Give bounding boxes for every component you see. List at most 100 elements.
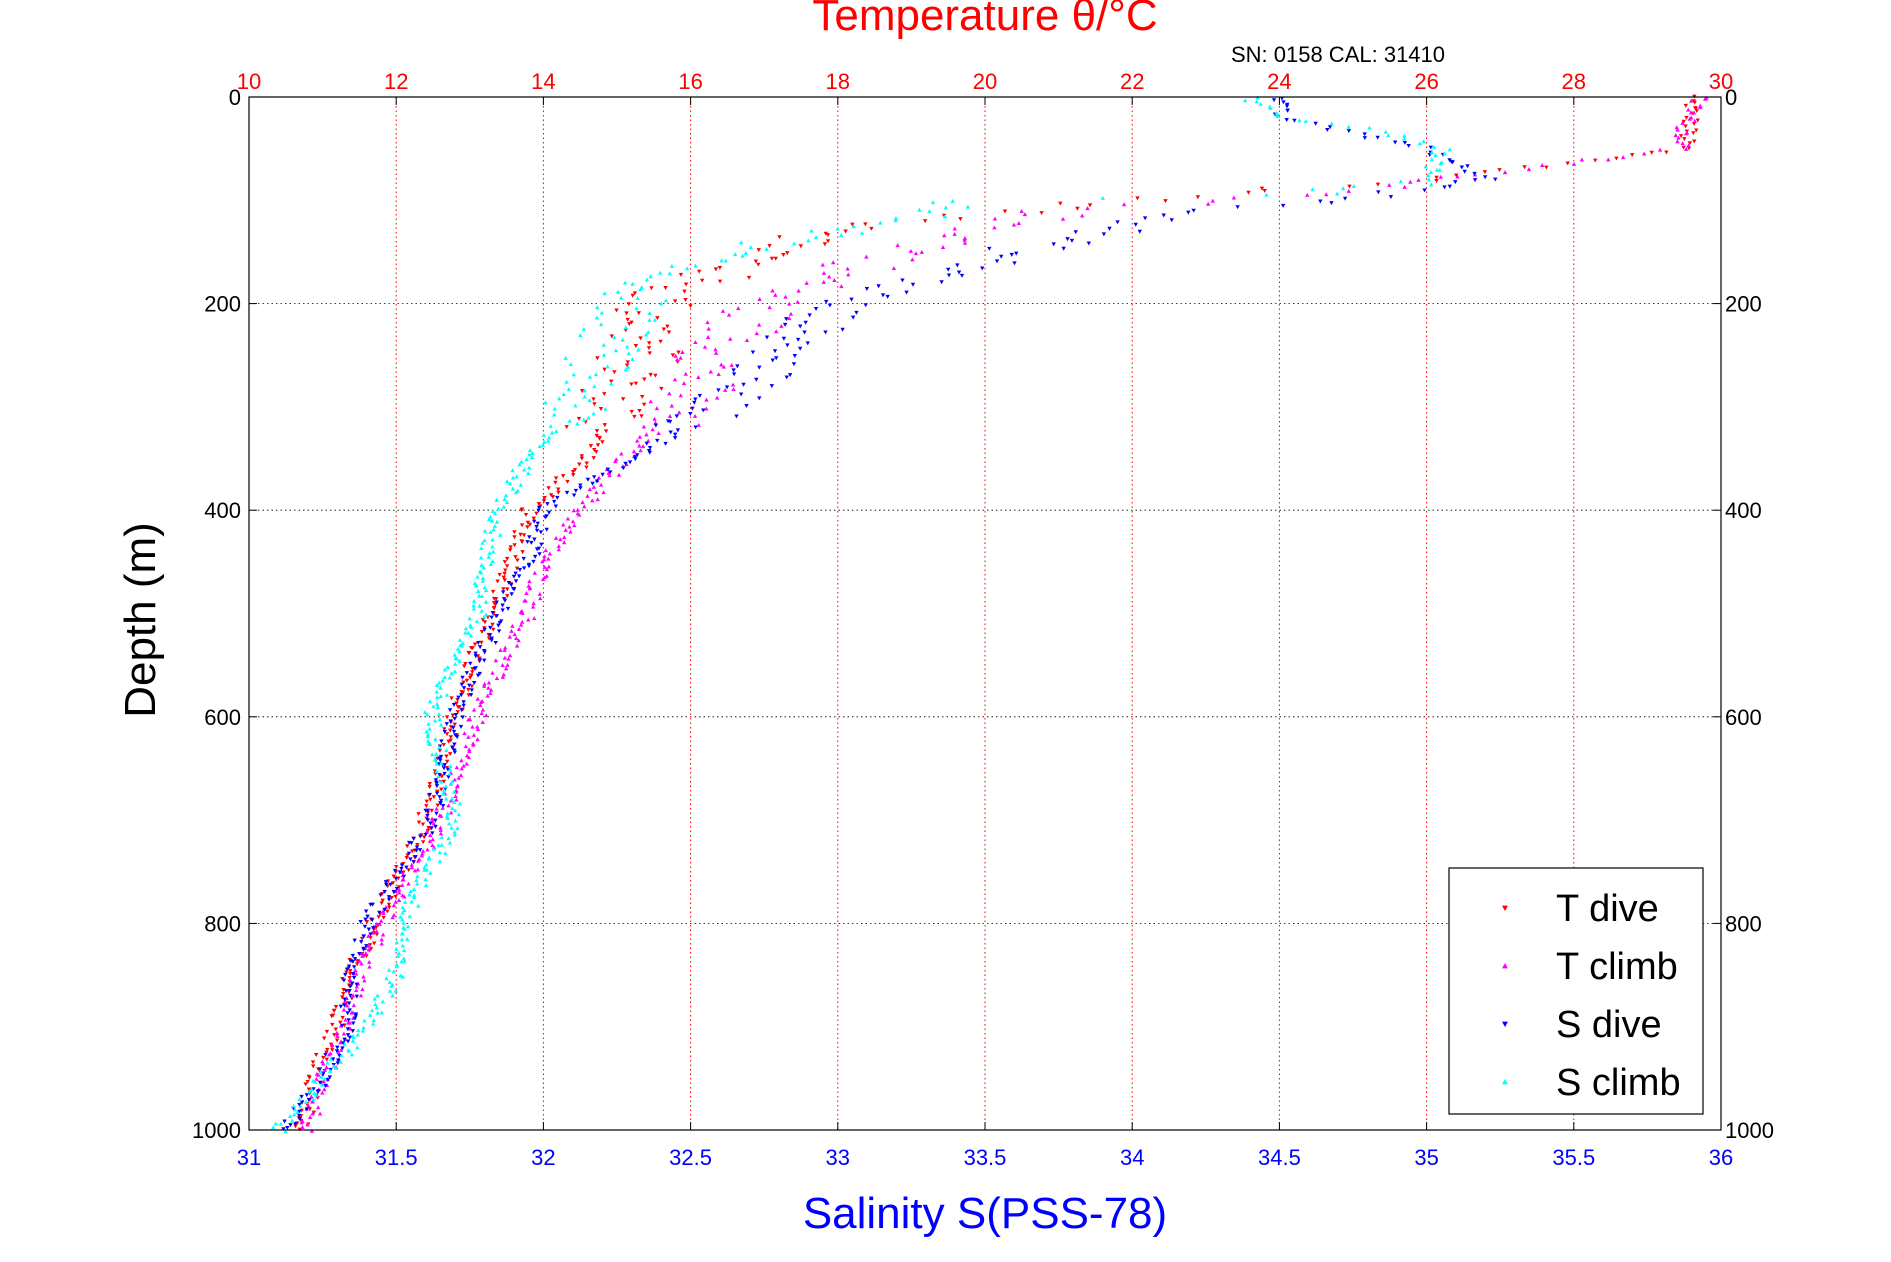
- data-point: [313, 1079, 318, 1084]
- data-point: [667, 414, 673, 418]
- data-point: [324, 1065, 329, 1069]
- data-point: [1687, 141, 1693, 146]
- data-point: [1161, 213, 1166, 218]
- data-point: [399, 866, 404, 871]
- data-point: [696, 374, 701, 379]
- data-point: [663, 286, 668, 290]
- data-point: [601, 490, 606, 495]
- data-point: [632, 455, 638, 460]
- data-point: [571, 508, 577, 513]
- data-point: [399, 959, 404, 964]
- data-point: [479, 593, 485, 598]
- data-point: [770, 288, 775, 293]
- data-point: [516, 638, 521, 643]
- data-point: [521, 566, 527, 571]
- data-point: [510, 623, 515, 628]
- data-point: [506, 580, 512, 585]
- data-point: [781, 252, 786, 257]
- data-point: [443, 796, 449, 801]
- data-point: [425, 734, 431, 739]
- data-point: [570, 469, 576, 474]
- data-point: [351, 1035, 356, 1040]
- data-point: [439, 842, 444, 847]
- data-point: [327, 1068, 333, 1073]
- data-point: [437, 744, 443, 749]
- data-point: [613, 459, 618, 464]
- data-point: [1205, 201, 1211, 206]
- data-point: [548, 423, 553, 428]
- data-point: [472, 666, 478, 671]
- data-point: [339, 1053, 344, 1058]
- data-point: [321, 1061, 326, 1066]
- data-point: [535, 521, 540, 526]
- data-point: [1014, 251, 1019, 256]
- data-point: [458, 773, 464, 778]
- data-point: [328, 1056, 333, 1061]
- data-point: [850, 315, 856, 320]
- data-point: [488, 687, 494, 692]
- data-point: [486, 685, 491, 690]
- data-point: [409, 899, 414, 904]
- data-point: [479, 640, 484, 645]
- data-point: [433, 824, 438, 829]
- data-point: [962, 237, 967, 242]
- data-point: [340, 995, 345, 1000]
- data-point: [598, 406, 604, 411]
- data-point: [644, 441, 649, 446]
- data-point: [675, 428, 681, 433]
- data-point: [353, 988, 359, 993]
- data-point: [485, 693, 490, 698]
- data-point: [443, 784, 449, 789]
- data-point: [550, 495, 556, 500]
- data-point: [537, 591, 543, 596]
- data-point: [956, 270, 962, 275]
- top-tick-label: 28: [1562, 69, 1586, 94]
- data-point: [464, 671, 470, 676]
- data-point: [467, 675, 473, 680]
- data-point: [327, 1075, 333, 1080]
- data-point: [1051, 242, 1056, 247]
- data-point: [480, 720, 485, 724]
- data-point: [358, 993, 364, 998]
- data-point: [1039, 211, 1044, 216]
- data-point: [346, 964, 352, 969]
- data-point: [426, 721, 431, 726]
- data-point: [480, 540, 485, 545]
- data-point: [287, 1114, 293, 1118]
- data-point: [952, 231, 957, 236]
- data-point: [409, 865, 415, 870]
- data-point: [739, 240, 744, 245]
- y-tick-label-right: 800: [1725, 911, 1762, 936]
- data-point: [647, 317, 652, 322]
- data-point: [345, 1011, 350, 1016]
- data-point: [477, 645, 483, 650]
- data-point: [475, 696, 480, 701]
- data-point: [629, 382, 634, 387]
- data-point: [353, 968, 358, 973]
- data-point: [466, 630, 471, 635]
- data-point: [336, 1058, 341, 1063]
- data-point: [478, 703, 483, 708]
- data-point: [347, 1035, 353, 1040]
- data-point: [1285, 108, 1290, 113]
- data-point: [437, 748, 443, 753]
- data-point: [330, 1048, 335, 1053]
- data-point: [704, 397, 709, 402]
- data-point: [756, 322, 762, 327]
- data-point: [425, 732, 431, 737]
- data-point: [1133, 222, 1138, 227]
- data-point: [502, 598, 508, 603]
- data-point: [387, 905, 392, 910]
- data-point: [648, 399, 653, 404]
- data-point: [386, 902, 392, 907]
- data-point: [367, 964, 372, 969]
- data-point: [433, 737, 438, 742]
- data-point: [484, 713, 489, 718]
- x-tick-label: 36: [1709, 1145, 1733, 1170]
- data-point: [342, 997, 347, 1002]
- data-point: [784, 317, 789, 322]
- data-point: [515, 558, 520, 563]
- data-point: [702, 344, 708, 349]
- data-point: [467, 616, 472, 621]
- data-point: [450, 713, 456, 718]
